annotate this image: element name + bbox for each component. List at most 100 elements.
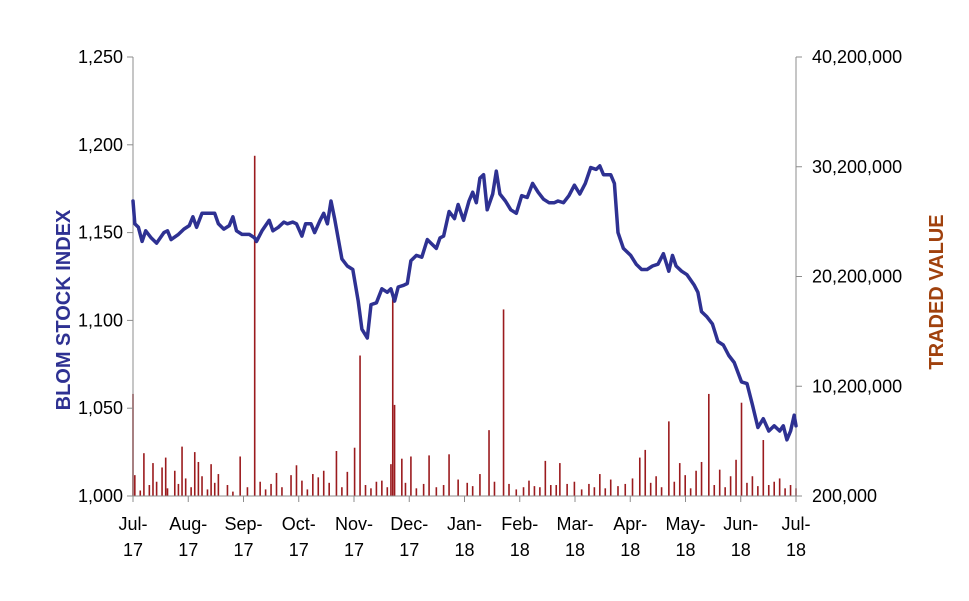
traded-value-bar bbox=[328, 482, 330, 496]
traded-value-bar bbox=[253, 155, 256, 496]
traded-value-bar bbox=[515, 489, 518, 496]
x-tick-label: Oct-17 bbox=[282, 514, 316, 560]
traded-value-bar bbox=[404, 482, 407, 496]
traded-value-bar bbox=[206, 489, 209, 496]
traded-value-bar bbox=[729, 476, 732, 496]
traded-value-bar bbox=[655, 476, 657, 496]
traded-value-bar bbox=[193, 452, 196, 496]
traded-value-bar bbox=[190, 487, 192, 496]
traded-value-bar bbox=[173, 470, 176, 496]
traded-value-bar bbox=[155, 481, 158, 496]
traded-value-bar bbox=[281, 487, 283, 496]
traded-value-bar bbox=[767, 485, 770, 496]
traded-value-bar bbox=[275, 472, 278, 496]
traded-value-bar bbox=[370, 488, 372, 496]
traded-value-bar bbox=[259, 481, 261, 496]
chart-axes bbox=[132, 57, 797, 497]
traded-value-bar bbox=[177, 483, 180, 496]
traded-value-bar bbox=[522, 487, 525, 496]
traded-value-bar bbox=[695, 470, 697, 496]
traded-value-bar bbox=[471, 486, 474, 496]
left-tick-label: 1,050 bbox=[78, 398, 123, 418]
traded-value-bar bbox=[638, 457, 641, 496]
traded-value-bar bbox=[533, 486, 536, 496]
traded-value-bar bbox=[442, 485, 445, 496]
right-tick-label: 200,000 bbox=[812, 486, 877, 506]
traded-value-bar bbox=[673, 481, 676, 496]
x-tick-label: May-18 bbox=[666, 514, 706, 560]
traded-value-bar bbox=[435, 487, 438, 496]
traded-value-bar bbox=[213, 482, 216, 496]
traded-value-bar bbox=[335, 451, 338, 496]
left-tick-label: 1,150 bbox=[78, 223, 123, 243]
traded-value-bar bbox=[466, 482, 469, 496]
traded-value-bar bbox=[559, 463, 561, 496]
traded-value-bar bbox=[508, 483, 510, 496]
traded-value-bar bbox=[353, 447, 356, 496]
traded-value-bar bbox=[528, 480, 530, 496]
right-tick-label: 10,200,000 bbox=[812, 376, 902, 396]
traded-value-bar bbox=[386, 487, 389, 496]
right-axis-title: TRADED VALUE bbox=[926, 214, 948, 369]
traded-value-bars bbox=[132, 155, 797, 496]
traded-value-bar bbox=[359, 355, 361, 496]
traded-value-bar bbox=[617, 486, 619, 496]
traded-value-bar bbox=[599, 474, 601, 496]
traded-value-bar bbox=[139, 490, 142, 496]
traded-value-bar bbox=[375, 481, 378, 496]
traded-value-bar bbox=[740, 402, 743, 496]
left-tick-label: 1,250 bbox=[78, 47, 123, 67]
traded-value-bar bbox=[322, 470, 325, 496]
traded-value-bar bbox=[415, 488, 418, 496]
x-tick-label: Mar-18 bbox=[557, 514, 594, 560]
traded-value-bar bbox=[751, 476, 754, 496]
traded-value-bar bbox=[317, 477, 320, 496]
traded-value-bar bbox=[789, 485, 792, 496]
traded-value-bar bbox=[566, 483, 568, 496]
stock-index-line bbox=[131, 164, 798, 442]
x-tick-label: Nov-17 bbox=[335, 514, 373, 560]
traded-value-bar bbox=[201, 476, 203, 496]
traded-value-bar bbox=[689, 488, 692, 496]
traded-value-bar bbox=[479, 474, 481, 496]
traded-value-bar bbox=[401, 458, 403, 496]
traded-value-bar bbox=[700, 461, 703, 496]
x-axis-ticks: Jul-17 Aug-17 Sep-17 Oct-17 Nov-17 Dec-17 Jan-… bbox=[118, 496, 811, 560]
x-tick-label: Feb-18 bbox=[501, 514, 538, 560]
traded-value-bar bbox=[488, 430, 490, 496]
traded-value-bar bbox=[143, 453, 145, 496]
traded-value-bar bbox=[713, 485, 716, 496]
traded-value-bar bbox=[364, 485, 367, 496]
traded-value-bar bbox=[226, 485, 229, 496]
traded-value-bar bbox=[457, 479, 459, 496]
x-tick-label: Apr-18 bbox=[613, 514, 647, 560]
traded-value-bar bbox=[746, 482, 748, 496]
traded-value-bar bbox=[762, 440, 765, 496]
x-tick-label: Sep-17 bbox=[224, 514, 262, 560]
x-tick-label: Jun-18 bbox=[723, 514, 758, 560]
traded-value-bar bbox=[773, 481, 776, 496]
traded-value-bar bbox=[660, 487, 663, 496]
traded-value-bar bbox=[312, 474, 314, 496]
traded-value-bar bbox=[493, 481, 496, 496]
traded-value-bar bbox=[393, 404, 396, 496]
x-tick-label: Aug-17 bbox=[169, 514, 207, 560]
traded-value-bar bbox=[448, 454, 450, 496]
traded-value-bar bbox=[549, 485, 552, 496]
traded-value-bar bbox=[264, 489, 267, 496]
traded-value-bar bbox=[301, 480, 303, 496]
traded-value-bar bbox=[346, 471, 349, 496]
left-tick-label: 1,000 bbox=[78, 486, 123, 506]
right-tick-label: 40,200,000 bbox=[812, 47, 902, 67]
traded-value-bar bbox=[295, 465, 298, 496]
traded-value-bar bbox=[678, 463, 681, 496]
traded-value-bar bbox=[609, 479, 612, 496]
traded-value-bar bbox=[422, 483, 425, 496]
traded-value-bar bbox=[644, 449, 647, 496]
traded-value-bar bbox=[718, 469, 721, 496]
traded-value-bar bbox=[724, 487, 726, 496]
x-tick-label: Jul-17 bbox=[118, 514, 147, 560]
left-axis-title: BLOM STOCK INDEX bbox=[53, 209, 75, 410]
traded-value-bar bbox=[341, 487, 343, 496]
